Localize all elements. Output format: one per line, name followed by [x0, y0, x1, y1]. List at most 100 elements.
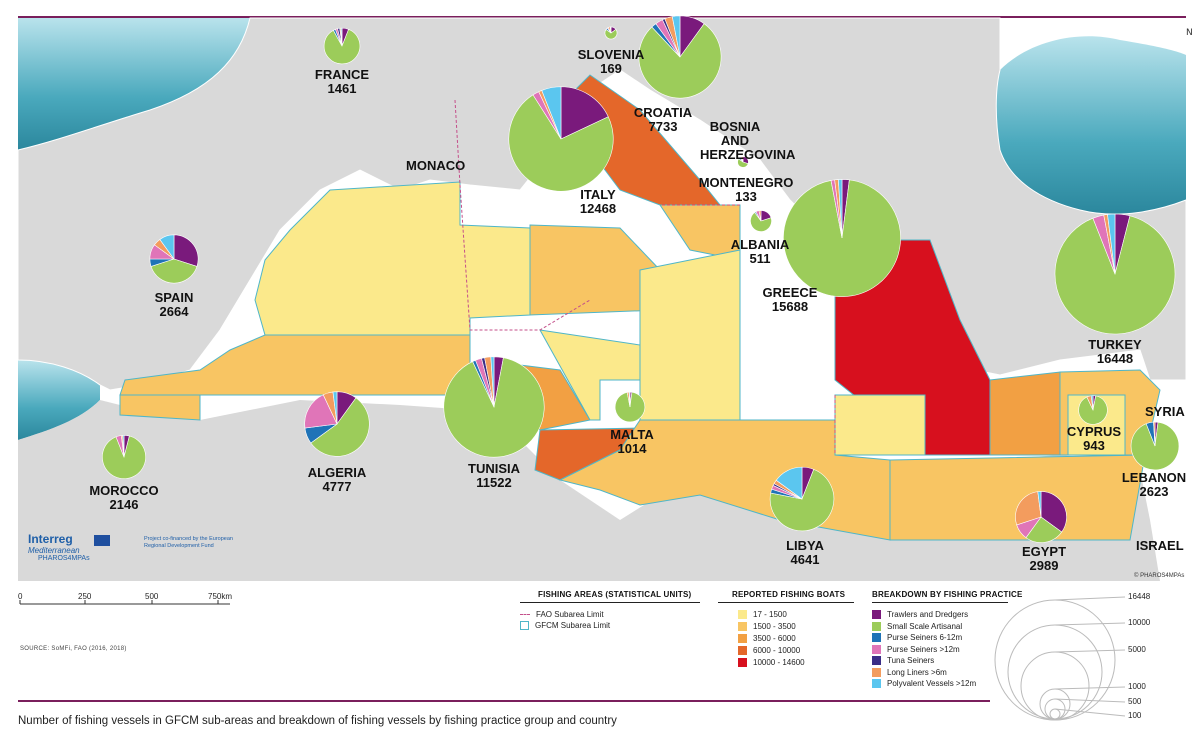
label-italy: ITALY 12468	[580, 188, 616, 216]
area-ionian	[639, 249, 741, 421]
pie-slice-small-scale-artisanal	[1025, 516, 1063, 543]
legend-swatch	[738, 658, 747, 667]
legend-text: Long Liners >6m	[887, 667, 947, 677]
size-legend-circles	[994, 596, 1126, 721]
country-count: 2989	[1029, 558, 1059, 573]
legend-text: Purse Seiners 6-12m	[887, 633, 963, 642]
pie-slice-small-scale-artisanal	[783, 179, 901, 297]
label-malta: MALTA 1014	[610, 428, 654, 456]
country-count: 11522	[476, 475, 512, 490]
label-albania: ALBANIA 511	[731, 238, 790, 266]
pie-slice-small-scale-artisanal	[1054, 215, 1176, 335]
pie-charts	[102, 15, 1180, 543]
pie-slice-small-scale-artisanal	[737, 158, 749, 168]
scale-label-750: 750km	[208, 592, 233, 601]
country-name: LEBANON	[1121, 470, 1187, 485]
country-count: 16448	[1096, 351, 1134, 366]
area-crete	[834, 394, 926, 456]
area-rhodes	[989, 371, 1061, 456]
legend-text: 3500 - 6000	[753, 634, 796, 643]
pie-slice-polyvalent-vessels-12m	[609, 26, 612, 34]
country-name: TUNISIA	[468, 461, 520, 476]
size-leader-6	[1054, 708, 1126, 717]
size-leader-2	[1054, 622, 1126, 626]
pie-slice-small-scale-artisanal	[443, 357, 545, 458]
pie-slice-polyvalent-vessels-12m	[671, 15, 681, 58]
country-name: LIBYA	[786, 538, 824, 553]
legend-swatch	[738, 634, 747, 643]
pie-slice-long-liners-6m	[1153, 421, 1156, 447]
pie-libya	[769, 466, 835, 532]
legend-text: 6000 - 10000	[753, 646, 801, 655]
country-name: CYPRUS	[1066, 424, 1122, 439]
pie-malta	[614, 391, 646, 423]
label-morocco: MOROCCO 2146	[89, 484, 158, 512]
legend-gfcm-limit: GFCM Subarea Limit	[520, 621, 610, 630]
pie-slice-small-scale-artisanal	[638, 23, 722, 99]
label-greece: GREECE 15688	[763, 286, 818, 314]
country-name: SPAIN	[154, 290, 194, 305]
country-name: ALGERIA	[307, 465, 367, 480]
label-israel: ISRAEL	[1136, 538, 1184, 553]
country-name: GREECE	[762, 285, 818, 300]
legend-text: Small Scale Artisanal	[887, 621, 963, 631]
legend-boats-item: 6000 - 10000	[738, 646, 800, 655]
pie-slice-small-scale-artisanal	[614, 391, 646, 423]
top-rule	[18, 16, 1186, 18]
pie-lebanon	[1130, 421, 1180, 471]
north-arrow: N	[1186, 28, 1193, 38]
country-name: MONTENEGRO	[698, 175, 794, 190]
label-spain: SPAIN 2664	[155, 291, 194, 319]
legend-boats-item: 17 - 1500	[738, 610, 787, 619]
country-count: 133	[735, 189, 757, 204]
pie-slice-polyvalent-vessels-12m	[775, 466, 803, 500]
label-bosnia: BOSNIA AND HERZEGOVINA	[700, 120, 795, 162]
pie-france	[323, 27, 361, 65]
size-leader-1	[1054, 596, 1126, 601]
pie-slice-polyvalent-vessels-12m	[628, 391, 631, 408]
legend-rule-areas	[520, 602, 700, 603]
interreg-logo: Interreg Mediterranean PHAROS4MPAs	[28, 532, 110, 562]
pie-slice-small-scale-artisanal	[1078, 395, 1108, 425]
pie-slovenia	[604, 26, 618, 40]
pie-slice-small-scale-artisanal	[310, 397, 370, 457]
legend-breakdown-item: Small Scale Artisanal	[872, 621, 963, 631]
country-count: 1014	[617, 441, 647, 456]
legend-breakdown-item: Purse Seiners >12m	[872, 644, 960, 654]
pie-slice-polyvalent-vessels-12m	[159, 234, 175, 260]
size-label-16448: 16448	[1128, 592, 1151, 601]
size-label-100: 100	[1128, 711, 1142, 720]
pie-italy	[508, 86, 614, 192]
pie-slice-polyvalent-vessels-12m	[340, 27, 343, 47]
label-syria: SYRIA	[1145, 404, 1185, 419]
country-count: 15688	[771, 299, 809, 314]
pie-slice-trawlers-and-dredgers	[560, 86, 609, 140]
pie-slice-small-scale-artisanal	[750, 212, 772, 232]
legend-swatch	[738, 610, 747, 619]
pie-tunisia	[443, 356, 545, 458]
eu-flag-icon	[94, 535, 110, 546]
country-name: MALTA	[610, 427, 654, 442]
country-name: MOROCCO	[89, 483, 159, 498]
size-label-10000: 10000	[1128, 618, 1151, 627]
country-count: 12468	[579, 201, 617, 216]
legend-swatch	[872, 610, 881, 619]
size-circle-16448	[994, 599, 1116, 721]
legend-text: Tuna Seiners	[887, 656, 935, 665]
legend-rule-boats	[718, 602, 854, 603]
size-circle-1000	[1039, 688, 1071, 720]
pie-morocco	[102, 435, 146, 479]
size-circle-10000	[1007, 624, 1103, 720]
country-count: 1461	[327, 81, 357, 96]
legend-breakdown-item: Tuna Seiners	[872, 656, 934, 665]
label-lebanon: LEBANON 2623	[1122, 471, 1186, 499]
pie-slice-trawlers-and-dredgers	[1040, 491, 1067, 533]
legend-boats-item: 1500 - 3500	[738, 622, 796, 631]
pie-slice-polyvalent-vessels-12m	[122, 435, 125, 458]
country-count: 2664	[159, 304, 189, 319]
pie-slice-small-scale-artisanal	[150, 258, 198, 284]
black-sea	[996, 36, 1186, 215]
label-monaco: MONACO	[406, 158, 466, 173]
country-count: 7733	[648, 119, 678, 134]
